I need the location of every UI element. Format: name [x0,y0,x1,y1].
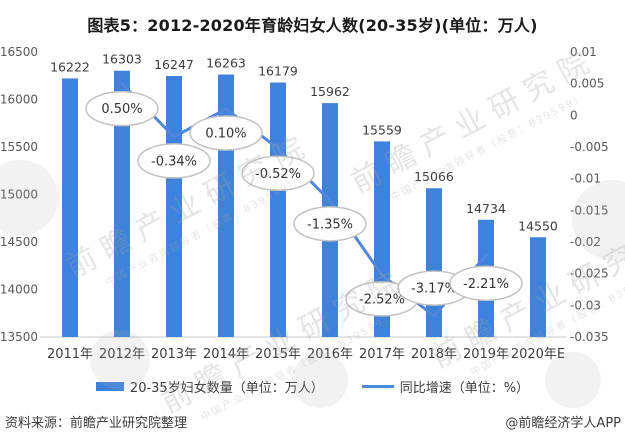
left-axis-tick: 15000 [0,188,38,202]
left-axis-tick: 16000 [0,93,38,107]
bar-2013年 [166,76,182,337]
bar-value-label: 14734 [466,201,506,216]
growth-label-ellipse [137,143,211,179]
bar-2015年 [270,82,286,338]
growth-label-ellipse [293,206,367,242]
growth-label-text: 0.50% [101,102,142,117]
footer: 资料来源：前瞻产业研究院整理 @前瞻经济学人APP [5,412,621,431]
bar-value-label: 15559 [362,122,402,137]
line-series-label: 同比增速（单位：%） [399,381,530,396]
bar-value-label: 16303 [102,52,142,67]
right-axis-tick: -0.01 [570,172,601,186]
credit-text: @前瞻经济学人APP [505,416,621,431]
right-axis-tick: -0.03 [570,298,601,312]
x-axis-tick: 2012年 [99,347,145,362]
x-axis-tick: 2018年 [411,347,457,362]
bar-value-label: 14550 [518,218,558,233]
legend-item-line-series: 同比增速（单位：%） [361,377,530,396]
x-axis-tick: 2014年 [203,347,249,362]
source-text: 资料来源：前瞻产业研究院整理 [5,416,188,431]
growth-label-text: -2.21% [463,277,509,292]
growth-label-text: -1.35% [307,217,353,232]
line-series-swatch-icon [361,385,394,388]
legend-item-bar-series: 20-35岁妇女数量（单位：万人） [95,377,324,396]
bar-2020年E [530,237,546,337]
growth-label-ellipse [449,265,523,302]
right-axis-tick: 0.005 [570,77,604,91]
growth-label-text: -0.34% [151,154,197,169]
x-axis-tick: 2020年E [511,347,565,362]
x-axis-tick: 2015年 [255,347,301,362]
x-axis-tick: 2013年 [151,347,197,362]
legend: 20-35岁妇女数量（单位：万人） 同比增速（单位：%） [0,377,625,396]
growth-label-text: 0.10% [205,127,246,142]
right-axis-tick: -0.035 [570,330,609,344]
bar-series-swatch-icon [95,382,124,391]
growth-label-ellipse [189,115,263,151]
growth-label-text: -3.17% [411,282,457,297]
chart-title: 图表5：2012-2020年育龄妇女人数(20-35岁)(单位：万人) [87,16,538,35]
bar-value-label: 16222 [50,59,90,74]
bar-value-label: 15962 [310,84,350,99]
right-axis-tick: -0.02 [570,235,601,249]
right-axis-tick: -0.015 [570,203,609,217]
growth-label-ellipse [241,155,315,192]
x-axis-tick: 2011年 [47,347,93,362]
chart-canvas: 16500 16000 15500 15000 14500 14000 13500 0.01 0… [0,45,609,362]
growth-label-text: -0.52% [255,167,301,182]
x-axis-tick: 2017年 [359,347,405,362]
x-axis-tick: 2016年 [307,347,353,362]
right-axis-tick: -0.005 [570,140,609,154]
bar-value-label: 16263 [206,56,246,71]
right-axis-tick: 0.01 [570,45,597,59]
x-axis-tick: 2019年 [463,347,509,362]
bar-value-label: 16247 [154,57,194,72]
left-axis-tick: 13500 [0,330,38,344]
bar-2011年 [62,78,78,337]
growth-label-text: -2.52% [359,292,405,307]
bar-value-label: 16179 [258,63,298,78]
growth-label-ellipse [85,90,159,127]
right-axis-tick: 0 [570,108,578,122]
bar-series-label: 20-35岁妇女数量（单位：万人） [129,381,324,396]
right-axis-tick: -0.025 [570,267,609,281]
bar-2012年 [114,70,130,337]
left-axis-tick: 16500 [0,45,38,59]
bar-value-label: 15066 [414,169,454,184]
left-axis-tick: 14500 [0,235,38,249]
left-axis-tick: 14000 [0,283,38,297]
left-axis-tick: 15500 [0,140,38,154]
